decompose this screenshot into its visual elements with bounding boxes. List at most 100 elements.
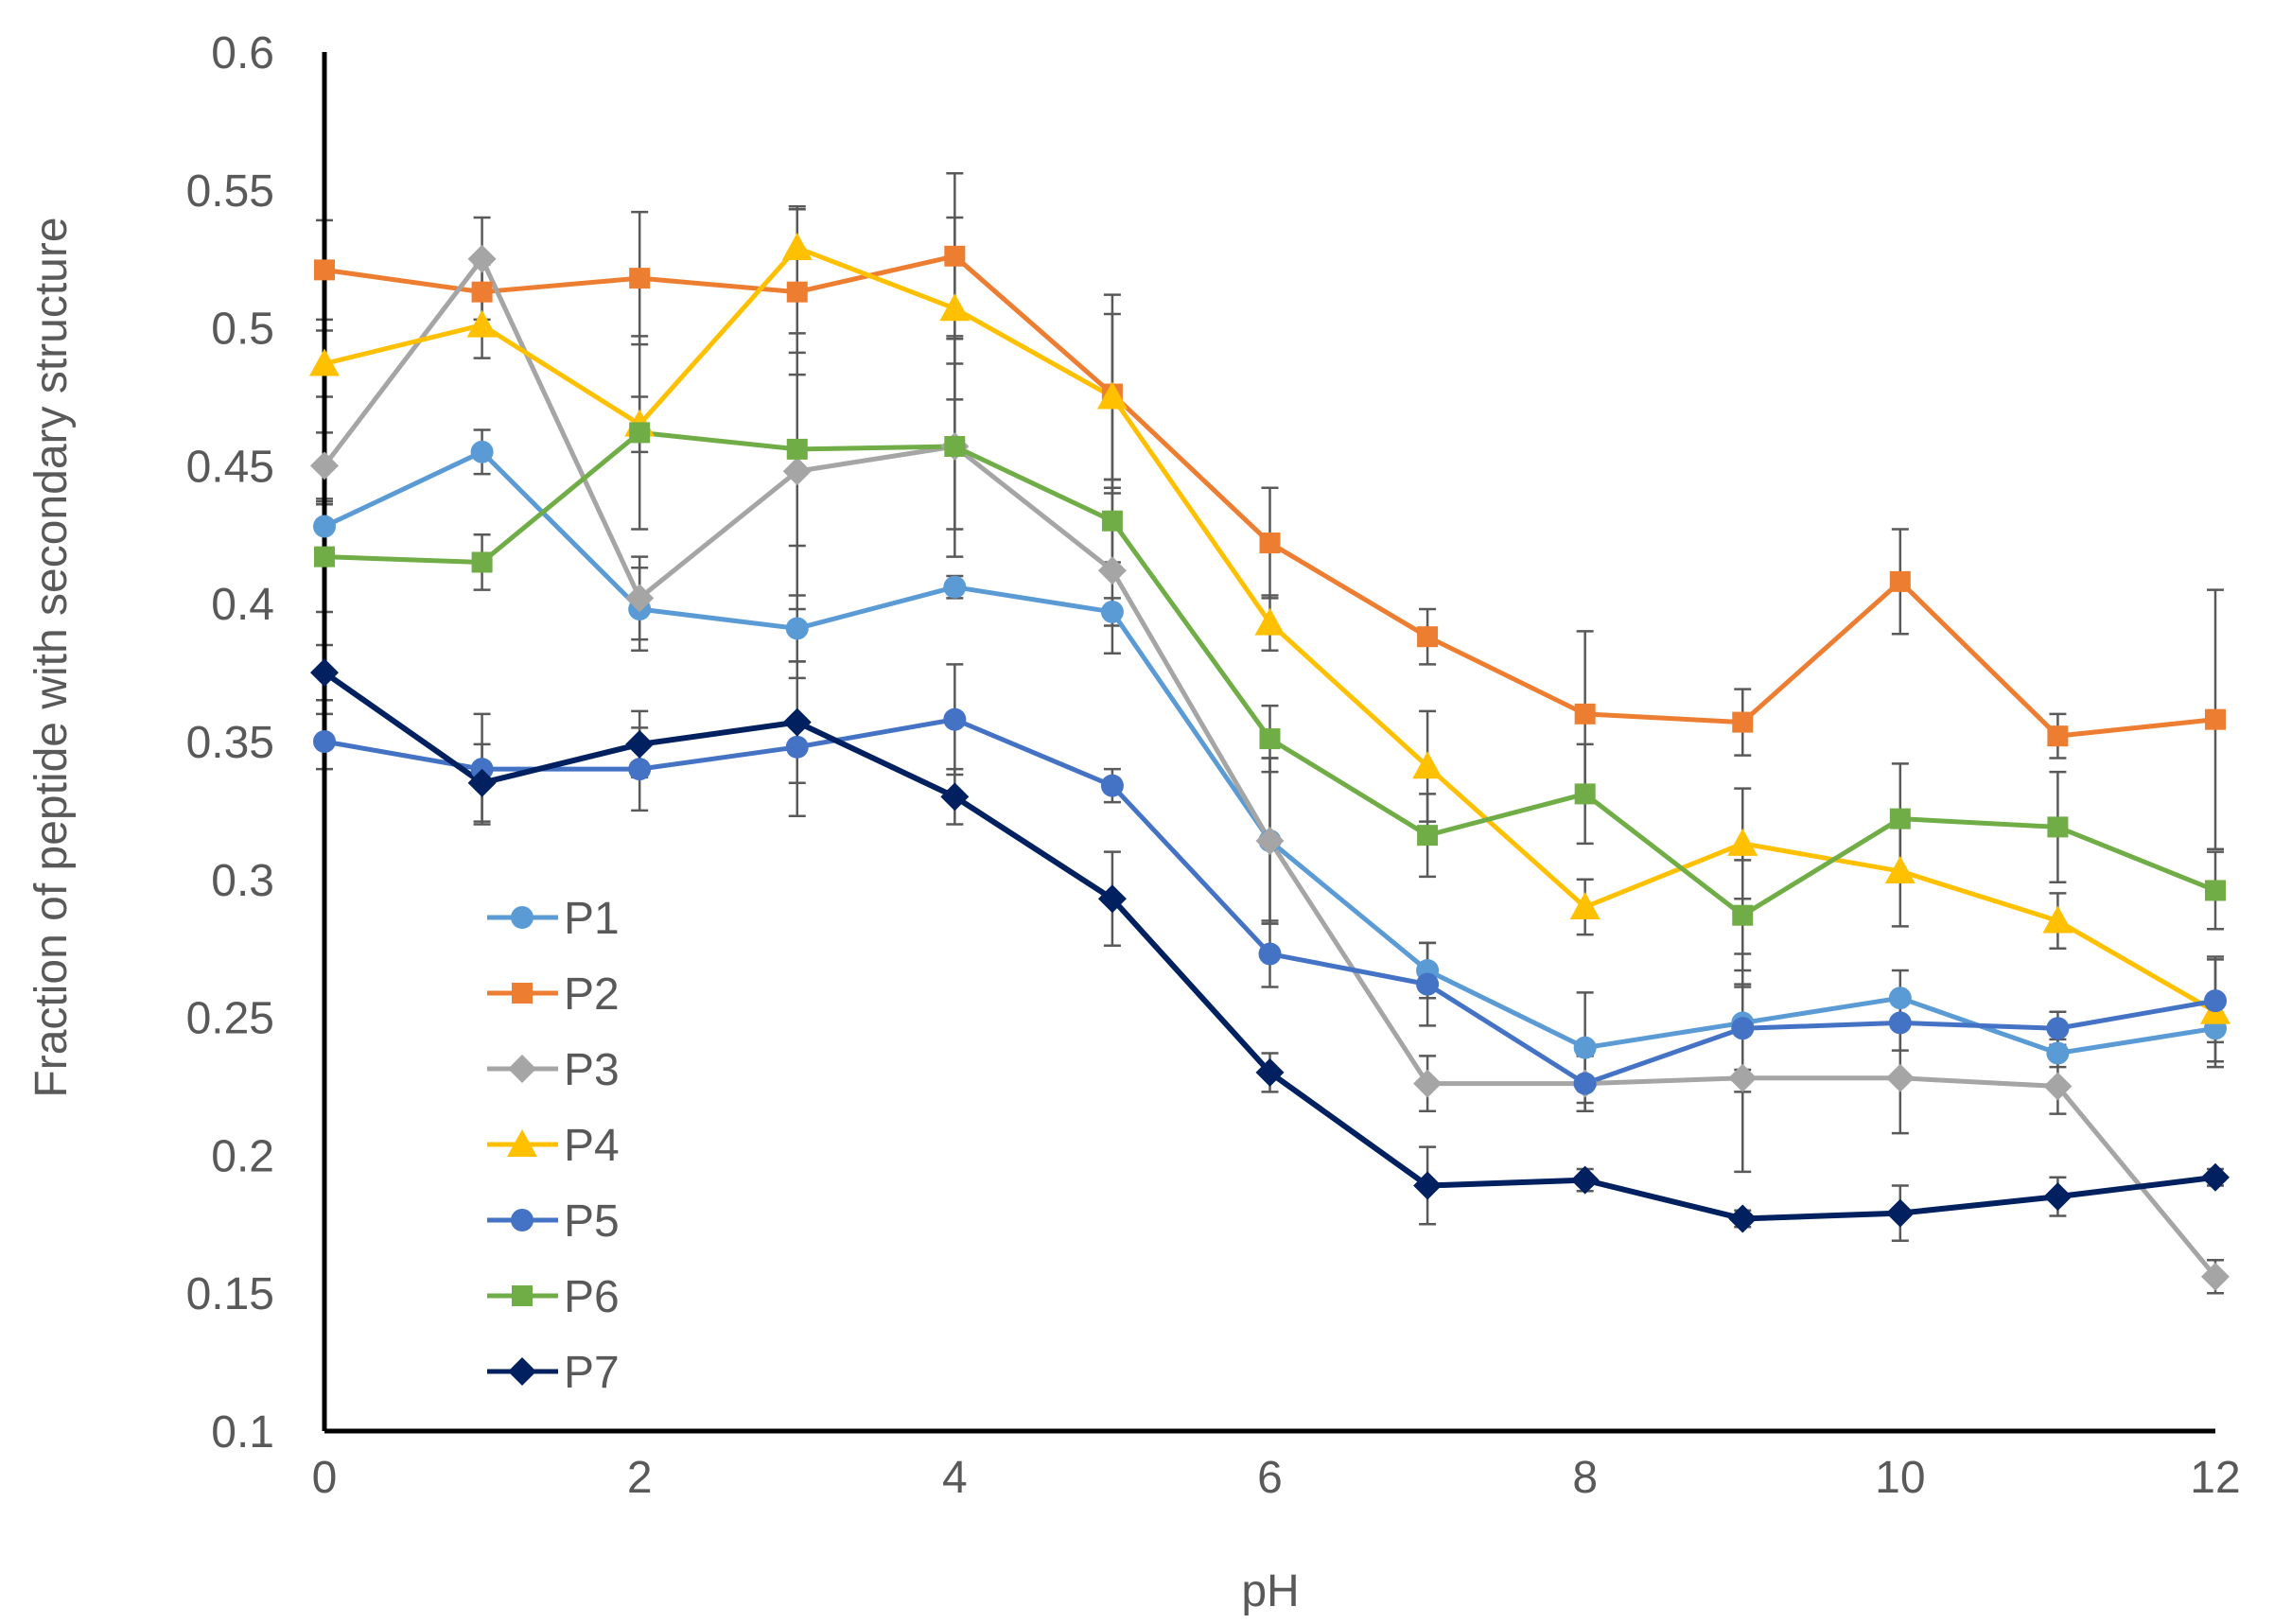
- point-p1: [313, 515, 336, 538]
- point-p5: [785, 735, 809, 759]
- point-p5: [313, 730, 336, 753]
- x-tick-label: 4: [942, 1453, 968, 1503]
- x-tick-label: 10: [1875, 1453, 1925, 1503]
- point-p5: [2046, 1017, 2070, 1040]
- legend-label-p1: P1: [564, 894, 620, 944]
- point-p4: [1412, 751, 1443, 779]
- legend-label-p2: P2: [564, 969, 620, 1020]
- point-p7: [1255, 1057, 1285, 1087]
- point-p2: [1889, 570, 1911, 592]
- point-p2: [471, 281, 493, 303]
- point-p6: [2205, 880, 2226, 901]
- point-p6: [314, 546, 335, 568]
- point-p4: [1727, 828, 1758, 856]
- point-p6: [1574, 783, 1596, 805]
- point-p6: [1417, 825, 1439, 847]
- legend-label-p4: P4: [564, 1121, 620, 1171]
- legend-marker-p5: [511, 1209, 534, 1231]
- point-p2: [1417, 626, 1439, 648]
- point-p7: [1413, 1171, 1443, 1200]
- y-tick-label: 0.6: [211, 28, 274, 79]
- y-tick-label: 0.1: [211, 1407, 274, 1458]
- point-p4: [1096, 381, 1128, 410]
- point-p3: [1728, 1063, 1758, 1092]
- point-p1: [2046, 1041, 2070, 1065]
- point-p2: [314, 259, 335, 281]
- y-tick-label: 0.25: [186, 994, 274, 1044]
- point-p2: [2047, 725, 2069, 747]
- point-p4: [1569, 891, 1601, 919]
- x-tick-label: 12: [2190, 1453, 2240, 1503]
- point-p4: [466, 309, 498, 338]
- point-p2: [944, 245, 966, 267]
- point-p6: [629, 422, 651, 444]
- y-tick-label: 0.3: [211, 856, 274, 906]
- point-p5: [943, 707, 967, 731]
- point-p7: [467, 768, 497, 797]
- point-p7: [310, 658, 339, 688]
- y-tick-label: 0.5: [211, 305, 274, 355]
- point-p2: [1259, 533, 1281, 554]
- point-p4: [781, 233, 813, 261]
- x-tick-label: 0: [312, 1453, 338, 1503]
- legend-marker-p4: [507, 1129, 537, 1157]
- point-p5: [1258, 942, 1282, 966]
- y-tick-label: 0.55: [186, 166, 274, 217]
- point-p7: [2201, 1162, 2230, 1192]
- point-p2: [2205, 708, 2226, 730]
- point-p6: [944, 435, 966, 457]
- point-p1: [1573, 1036, 1597, 1059]
- point-p2: [1574, 703, 1596, 725]
- legend-marker-p7: [508, 1357, 536, 1386]
- point-p6: [2047, 816, 2069, 838]
- point-p6: [1732, 904, 1754, 926]
- point-p4: [939, 293, 971, 322]
- point-p5: [1888, 1011, 1912, 1035]
- point-p7: [1097, 884, 1127, 914]
- x-tick-label: 2: [627, 1453, 653, 1503]
- legend: P1 P2 P3 P4 P5 P6 P7: [487, 894, 620, 1398]
- point-p7: [940, 782, 970, 812]
- point-p3: [310, 451, 339, 480]
- point-p3: [2043, 1072, 2073, 1101]
- point-p3: [782, 457, 812, 486]
- x-axis-title: pH: [1241, 1566, 1299, 1616]
- point-p5: [1416, 972, 1440, 996]
- point-p5: [1731, 1017, 1755, 1040]
- point-p3: [467, 244, 497, 273]
- y-tick-label: 0.4: [211, 580, 274, 630]
- point-p1: [785, 617, 809, 640]
- y-tick-label: 0.45: [186, 442, 274, 492]
- point-p7: [2043, 1182, 2073, 1212]
- point-p3: [625, 584, 655, 613]
- point-p2: [786, 281, 808, 303]
- point-p3: [2201, 1262, 2230, 1291]
- point-p1: [470, 440, 494, 463]
- point-p7: [1570, 1165, 1600, 1195]
- point-p1: [1888, 987, 1912, 1010]
- point-p3: [1413, 1069, 1443, 1098]
- point-p6: [1889, 808, 1911, 829]
- point-p4: [2042, 905, 2073, 934]
- point-p5: [1573, 1072, 1597, 1095]
- x-tick-label: 6: [1257, 1453, 1283, 1503]
- point-p5: [628, 758, 652, 781]
- point-p4: [1254, 607, 1286, 636]
- legend-marker-p3: [508, 1055, 536, 1083]
- point-p4: [1884, 856, 1915, 884]
- point-p6: [1259, 728, 1281, 750]
- point-p7: [1885, 1198, 1915, 1228]
- point-p7: [1728, 1204, 1758, 1233]
- legend-marker-p6: [512, 1285, 533, 1306]
- y-tick-label: 0.15: [186, 1269, 274, 1319]
- legend-label-p3: P3: [564, 1045, 620, 1095]
- y-axis-title: Fraction of peptide with secondary struc…: [26, 217, 77, 1097]
- point-p1: [943, 575, 967, 599]
- point-p5: [2204, 989, 2227, 1013]
- point-p3: [1885, 1063, 1915, 1092]
- legend-label-p5: P5: [564, 1196, 620, 1247]
- point-p1: [1100, 600, 1124, 623]
- legend-marker-p2: [512, 983, 533, 1004]
- x-tick-labels: 0 2 4 6 8 10 12: [312, 1453, 2241, 1503]
- point-p3: [1097, 556, 1127, 585]
